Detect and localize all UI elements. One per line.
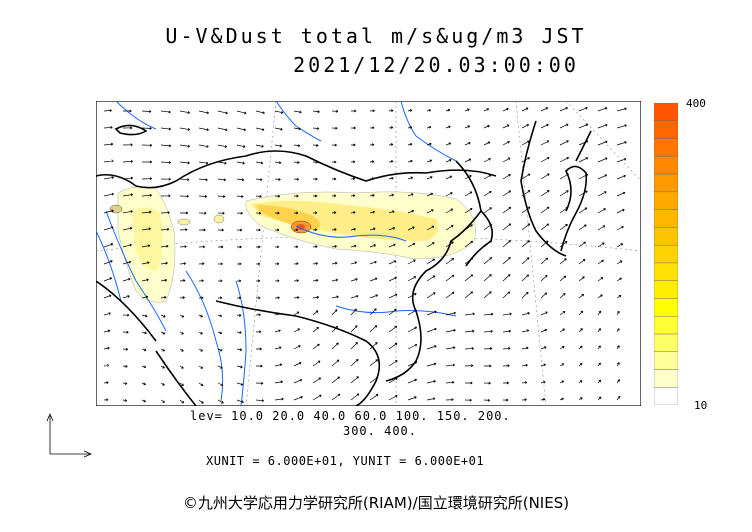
wind-vector-field — [103, 106, 627, 404]
colorbar-cell — [654, 103, 678, 121]
colorbar-cell — [654, 227, 678, 246]
colorbar — [654, 103, 678, 405]
map-frame — [96, 101, 641, 406]
dust-map-panel — [96, 101, 641, 406]
vector-unit-scale: XUNIT = 6.000E+01, YUNIT = 6.000E+01 — [206, 454, 485, 468]
colorbar-cell — [654, 262, 678, 281]
colorbar-cell — [654, 156, 678, 175]
colorbar-cell — [654, 333, 678, 352]
title-line-1: U-V&Dust total m/s&ug/m3 JST — [165, 24, 587, 48]
colorbar-cell — [654, 138, 678, 157]
reference-vector-axes — [46, 412, 93, 458]
colorbar-cell — [654, 173, 678, 193]
colorbar-cell — [654, 298, 678, 317]
copyright-credit: ©九州大学応用力学研究所(RIAM)/国立環境研究所(NIES) — [182, 494, 570, 512]
colorbar-min-label: 10 — [694, 399, 708, 412]
wind-arrows — [103, 106, 627, 404]
colorbar-cell — [654, 351, 678, 370]
colorbar-cell — [654, 315, 678, 335]
colorbar-cell — [654, 387, 678, 405]
colorbar-cell — [654, 209, 678, 228]
coastlines-and-borders — [96, 120, 592, 406]
colorbar-cell — [654, 120, 678, 139]
contour-levels-line-2: 300. 400. — [342, 424, 418, 438]
colorbar-max-label: 400 — [686, 97, 706, 110]
colorbar-cell — [654, 369, 678, 388]
colorbar-cell — [654, 244, 678, 264]
contour-levels-line-1: lev= 10.0 20.0 40.0 60.0 100. 150. 200. — [190, 409, 511, 423]
colorbar-cell — [654, 191, 678, 210]
title-line-2: 2021/12/20.03:00:00 — [293, 53, 579, 77]
colorbar-cell — [654, 280, 678, 299]
